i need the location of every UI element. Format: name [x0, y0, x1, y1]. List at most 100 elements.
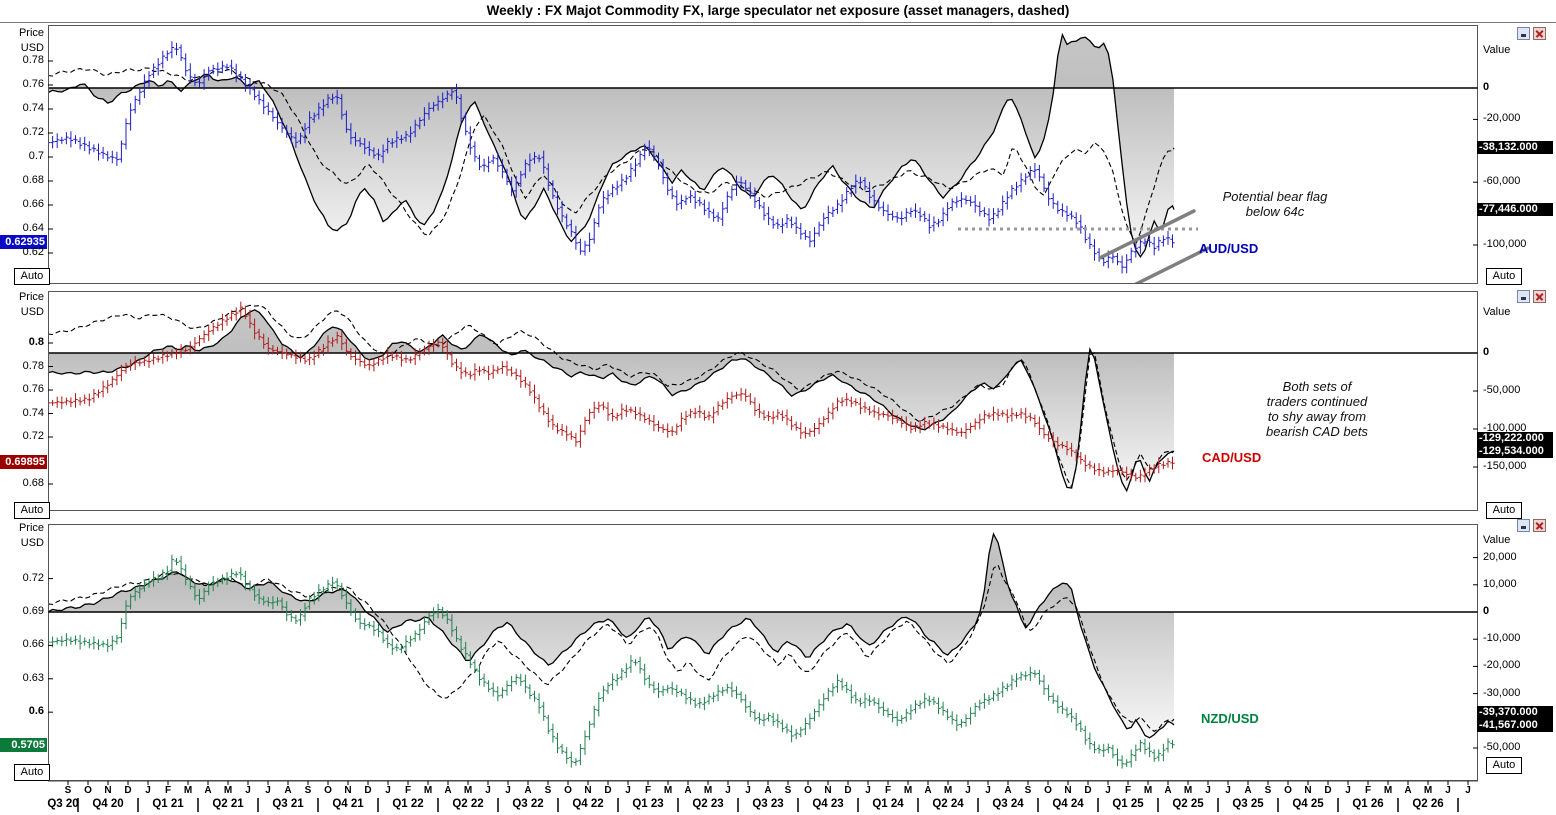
- quarter-label[interactable]: Q1 21: [152, 798, 184, 810]
- month-label: N: [824, 785, 832, 796]
- quarter-label[interactable]: Q2 22: [452, 798, 484, 810]
- value-tick-label: 0: [1483, 81, 1490, 93]
- price-tick-label: 0.64: [22, 222, 44, 234]
- month-label: M: [183, 785, 193, 796]
- price-tick-label: 0.72: [22, 126, 44, 138]
- value-tick-label: -100,000: [1483, 238, 1527, 250]
- annotation-bear-flag: Potential bear flag below 64c: [1180, 189, 1370, 219]
- quarter-label[interactable]: Q4 25: [1292, 798, 1324, 810]
- month-label: D: [364, 785, 372, 796]
- month-label: J: [1445, 785, 1451, 796]
- price-tick-label: 0.66: [22, 198, 44, 210]
- month-label: S: [1024, 785, 1032, 796]
- price-tick-label: 0.74: [22, 102, 44, 114]
- price-bars: [48, 301, 1175, 483]
- month-label: F: [644, 785, 652, 796]
- month-label: F: [1124, 785, 1132, 796]
- net-exposure-value-tag: -77,446.000: [1477, 203, 1553, 217]
- month-label: S: [544, 785, 552, 796]
- value-axis-title: Value: [1483, 306, 1511, 318]
- bear-flag-trendline: [1132, 246, 1210, 284]
- auto-scale-button[interactable]: Auto: [1486, 502, 1522, 519]
- auto-scale-button[interactable]: Auto: [1486, 268, 1522, 285]
- month-label: M: [223, 785, 233, 796]
- value-tick-label: -20,000: [1483, 112, 1521, 125]
- asset-managers-line: [48, 304, 1175, 489]
- month-label: A: [1404, 785, 1412, 796]
- month-label: S: [304, 785, 312, 796]
- quarter-label[interactable]: Q1 26: [1352, 798, 1384, 810]
- month-label: M: [423, 785, 433, 796]
- quarter-label[interactable]: Q3 22: [512, 798, 544, 810]
- month-label: O: [84, 785, 92, 796]
- quarter-label[interactable]: Q2 21: [212, 798, 244, 810]
- aud-usd-chart: [48, 25, 1478, 284]
- month-label: O: [564, 785, 572, 796]
- quarter-label[interactable]: Q2 25: [1172, 798, 1204, 810]
- month-label: A: [684, 785, 692, 796]
- price-tick-label: 0.7: [28, 150, 44, 162]
- month-label: D: [604, 785, 612, 796]
- month-label: O: [324, 785, 332, 796]
- quarter-label[interactable]: Q3 25: [1232, 798, 1264, 810]
- month-label: J: [625, 785, 631, 796]
- quarter-label[interactable]: Q2 24: [932, 798, 964, 810]
- quarter-label[interactable]: Q4 23: [812, 798, 844, 810]
- quarter-label[interactable]: Q3 24: [992, 798, 1024, 810]
- month-label: F: [164, 785, 172, 796]
- month-label: A: [764, 785, 772, 796]
- close-icon[interactable]: [1533, 27, 1546, 40]
- month-label: D: [1084, 785, 1092, 796]
- auto-scale-button[interactable]: Auto: [1486, 757, 1522, 774]
- month-label: S: [784, 785, 792, 796]
- value-tick-label: -50,000: [1483, 741, 1521, 753]
- quarter-label[interactable]: Q1 25: [1112, 798, 1144, 810]
- month-label: N: [104, 785, 112, 796]
- quarter-label[interactable]: Q4 20: [92, 798, 124, 810]
- quarter-label[interactable]: Q3 21: [272, 798, 304, 810]
- month-label: J: [965, 785, 971, 796]
- quarter-label[interactable]: Q3 20: [47, 798, 79, 810]
- month-label: M: [1383, 785, 1393, 796]
- price-axis-title: Price USD: [0, 27, 44, 55]
- price-bars: [48, 41, 1175, 274]
- month-label: N: [1304, 785, 1312, 796]
- price-axis-title-line1: Price: [18, 522, 44, 534]
- month-label: F: [884, 785, 892, 796]
- month-label: J: [1225, 785, 1231, 796]
- close-icon[interactable]: [1533, 290, 1546, 303]
- net-exposure-value-tag: -38,132.000: [1477, 141, 1553, 155]
- price-tick-label: 0.68: [22, 477, 44, 489]
- quarter-label[interactable]: Q1 22: [392, 798, 424, 810]
- price-tick-label: 0.72: [22, 430, 44, 442]
- quarter-label[interactable]: Q2 23: [692, 798, 724, 810]
- auto-scale-button[interactable]: Auto: [14, 268, 50, 285]
- price-tick-label: 0.76: [22, 78, 44, 90]
- minimize-icon[interactable]: [1517, 290, 1530, 303]
- minimize-icon[interactable]: [1517, 519, 1530, 532]
- quarter-label[interactable]: Q3 23: [752, 798, 784, 810]
- net-exposure-value-tag: -39,370.000: [1477, 705, 1553, 719]
- panel-window-buttons: [1517, 290, 1546, 303]
- minimize-icon[interactable]: [1517, 27, 1530, 40]
- price-tick-label: 0.6: [28, 705, 44, 718]
- month-label: A: [1004, 785, 1012, 796]
- quarter-label[interactable]: Q4 24: [1052, 798, 1084, 810]
- current-price-tag: 0.5705: [0, 738, 47, 752]
- panel-window-buttons: [1517, 27, 1546, 40]
- quarter-label[interactable]: Q1 24: [872, 798, 904, 810]
- value-tick-label: -30,000: [1483, 686, 1521, 699]
- chart-title: Weekly : FX Majot Commodity FX, large sp…: [486, 3, 1070, 18]
- price-tick-label: 0.78: [22, 54, 44, 66]
- auto-scale-button[interactable]: Auto: [14, 764, 50, 781]
- quarter-label[interactable]: Q4 22: [572, 798, 604, 810]
- net-exposure-fill: [48, 34, 1174, 257]
- quarter-label[interactable]: Q4 21: [332, 798, 364, 810]
- month-label: A: [204, 785, 212, 796]
- close-icon[interactable]: [1533, 519, 1546, 532]
- quarter-label[interactable]: Q2 26: [1412, 798, 1444, 810]
- month-label: S: [64, 785, 72, 796]
- month-label: M: [1423, 785, 1433, 796]
- auto-scale-button[interactable]: Auto: [14, 502, 50, 519]
- quarter-label[interactable]: Q1 23: [632, 798, 664, 810]
